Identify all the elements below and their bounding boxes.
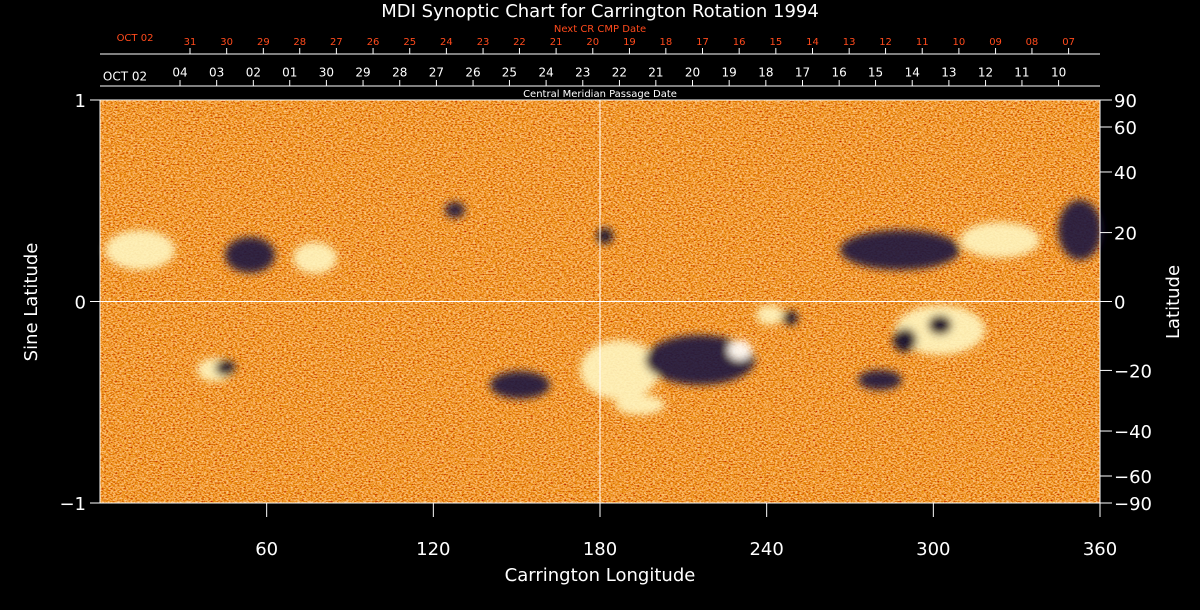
x-tick-label: 60: [255, 539, 278, 560]
top-axis-tick-label: 28: [392, 66, 407, 80]
top-axis-tick-label: 26: [465, 66, 480, 80]
top-axis-tick-label: 18: [758, 66, 773, 80]
top-axis-tick-label: 14: [905, 66, 920, 80]
top-axis-tick-label: 27: [330, 37, 343, 48]
y-tick-label: 0: [75, 293, 86, 314]
y2-axis-title: Latitude: [1163, 265, 1184, 339]
top-axis-tick-label: 23: [477, 37, 490, 48]
top-axis-tick-label: 10: [1051, 66, 1066, 80]
top-axis-tick-label: 22: [513, 37, 526, 48]
top-axis-tick-label: 20: [586, 37, 599, 48]
y-axis-title: Sine Latitude: [21, 243, 42, 362]
top-axis-tick-label: 16: [733, 37, 746, 48]
y2-tick-label: −40: [1114, 422, 1152, 443]
top-axis-tick-label: 23: [575, 66, 590, 80]
top-axis-tick-label: 12: [879, 37, 892, 48]
top-axis-tick-label: 15: [769, 37, 782, 48]
top-axis-tick-label: 24: [440, 37, 453, 48]
top-axis-tick-label: 30: [319, 66, 334, 80]
y2-tick-label: −90: [1114, 494, 1152, 515]
top-axis-tick-label: 19: [623, 37, 636, 48]
top-axis-tick-label: 21: [550, 37, 563, 48]
top-axis-tick-label: 19: [722, 66, 737, 80]
x-tick-label: 180: [583, 539, 617, 560]
top-axis-tick-label: 17: [696, 37, 709, 48]
x-tick-label: 360: [1083, 539, 1117, 560]
top-axis-tick-label: 09: [989, 37, 1002, 48]
y2-tick-label: 60: [1114, 118, 1137, 139]
top-axis-tick-label: 14: [806, 37, 819, 48]
top-axis-tick-label: 22: [612, 66, 627, 80]
top-axis-tick-label: 01: [282, 66, 297, 80]
top-axis-tick-label: 27: [429, 66, 444, 80]
top-axis-tick-label: 31: [184, 37, 197, 48]
top-axis-tick-label: 13: [941, 66, 956, 80]
top-axis-title: Next CR CMP Date: [554, 24, 646, 35]
top-axis-tick-label: 08: [1026, 37, 1039, 48]
y2-tick-label: 90: [1114, 91, 1137, 112]
top-axis-tick-label: 29: [257, 37, 270, 48]
y2-tick-label: 0: [1114, 293, 1125, 314]
x-tick-label: 240: [749, 539, 783, 560]
top-axis-start-label: OCT 02: [117, 33, 154, 44]
top-axis-tick-label: 30: [220, 37, 233, 48]
y2-tick-label: −20: [1114, 361, 1152, 382]
y-tick-label: 1: [75, 91, 86, 112]
top-axis-tick-label: 18: [659, 37, 672, 48]
top-axis-tick-label: 10: [953, 37, 966, 48]
top-axis-tick-label: 15: [868, 66, 883, 80]
top-axis-start-label: OCT 02: [103, 70, 147, 84]
top-axis-tick-label: 11: [916, 37, 929, 48]
top-axis-tick-label: 25: [403, 37, 416, 48]
x-tick-label: 120: [416, 539, 450, 560]
x-tick-label: 300: [916, 539, 950, 560]
top-axis-tick-label: 03: [209, 66, 224, 80]
top-axis-tick-label: 02: [246, 66, 261, 80]
x-axis-title: Carrington Longitude: [505, 565, 696, 586]
top-axis-tick-label: 04: [172, 66, 187, 80]
top-axis-tick-label: 13: [843, 37, 856, 48]
top-axis-tick-label: 24: [538, 66, 553, 80]
top-axis-tick-label: 26: [367, 37, 380, 48]
y2-tick-label: −60: [1114, 467, 1152, 488]
top-axis-tick-label: 28: [293, 37, 306, 48]
top-axis-tick-label: 29: [355, 66, 370, 80]
top-axis-tick-label: 11: [1014, 66, 1029, 80]
y-tick-label: −1: [59, 494, 86, 515]
top-axis-tick-label: 21: [648, 66, 663, 80]
top-axis-tick-label: 12: [978, 66, 993, 80]
top-axis-title: Central Meridian Passage Date: [523, 89, 677, 100]
top-axis-tick-label: 07: [1062, 37, 1075, 48]
y2-tick-label: 20: [1114, 224, 1137, 245]
top-axis-tick-label: 17: [795, 66, 810, 80]
top-axis-tick-label: 16: [832, 66, 847, 80]
top-axis-tick-label: 20: [685, 66, 700, 80]
chart-title: MDI Synoptic Chart for Carrington Rotati…: [381, 1, 819, 22]
top-axis-tick-label: 25: [502, 66, 517, 80]
y2-tick-label: 40: [1114, 163, 1137, 184]
